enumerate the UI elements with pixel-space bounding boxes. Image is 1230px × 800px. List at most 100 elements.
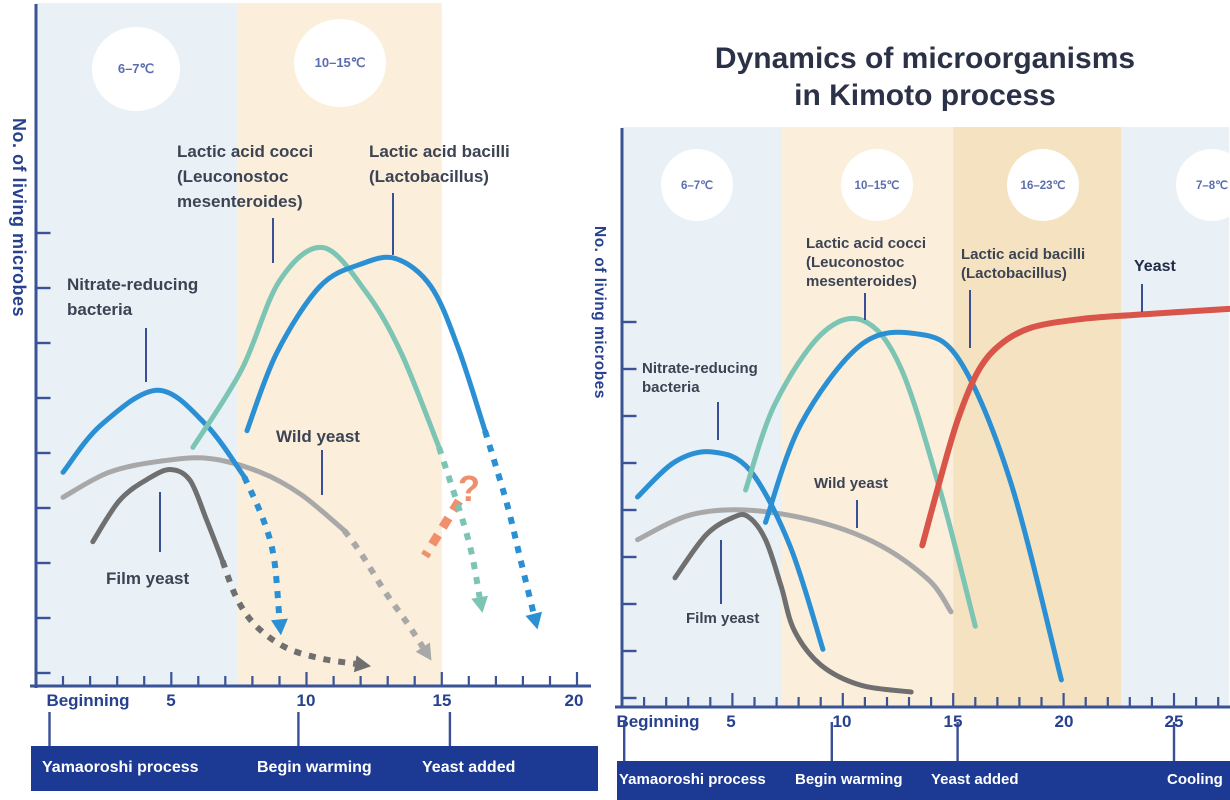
right-y-axis-label: No. of living microbes [591, 226, 608, 399]
arrowhead-nitrate-reducing-bacteria [271, 618, 288, 636]
x-tick-20-left: 20 [564, 691, 584, 710]
curve-dashed-lactic-acid-bacilli-lactobacillus [482, 429, 537, 615]
label-line: Lactic acid cocci [806, 235, 927, 252]
label-connector [969, 290, 971, 348]
temp-label-10-15-right: 10–15℃ [854, 180, 900, 192]
label-line: (Lactobacillus) [961, 265, 1067, 282]
uncertainty-dashes [421, 498, 463, 559]
temp-label-7-8-right: 7–8℃ [1195, 180, 1229, 192]
label-connector [272, 218, 274, 263]
timeline-connectors [48, 712, 1176, 761]
arrowhead-film-yeast [353, 655, 371, 673]
label-wild-yeast-right: Wild yeast [814, 475, 889, 492]
question-mark-annotation: ? [458, 468, 480, 509]
label-line: (Leuconostoc [806, 254, 905, 271]
label-nitrate-left: Nitrate-reducing bacteria [67, 272, 198, 322]
label-connector [864, 293, 866, 320]
label-connector [145, 328, 147, 382]
label-line: Nitrate-reducing [642, 360, 758, 377]
temp-label-6-7-left: 6–7℃ [117, 61, 155, 76]
x-tick-10-right: 10 [832, 712, 852, 731]
x-tick-5-left: 5 [166, 691, 176, 710]
temp-circle [294, 19, 386, 107]
process-timeline-bar-right: Yamaoroshi process Begin warming Yeast a… [617, 761, 1230, 800]
curve-wild-yeast [635, 507, 954, 615]
temp-circle [92, 27, 180, 111]
label-line: bacteria [642, 379, 700, 396]
series-curves [60, 244, 1230, 695]
curve-dashed-wild-yeast [341, 528, 426, 649]
curve-lactic-acid-bacilli-lactobacillus [244, 254, 488, 434]
x-tick-beginning-left: Beginning [46, 691, 130, 710]
label-line: (Lactobacillus) [369, 167, 489, 186]
zone-6-7 [36, 3, 238, 686]
temp-label-10-15-left: 10–15℃ [314, 55, 366, 70]
temperature-zones [36, 3, 1230, 707]
temp-circle [841, 149, 913, 221]
label-line: Lactic acid bacilli [369, 142, 510, 161]
left-y-axis-label: No. of living microbes [9, 118, 29, 318]
curve-dashed-nitrate-reducing-bacteria [241, 475, 283, 620]
curve-film-yeast [672, 512, 914, 695]
curve-nitrate-reducing-bacteria [635, 449, 826, 652]
label-line: Lactic acid bacilli [961, 246, 1086, 263]
label-yeast-right: Yeast [1134, 258, 1176, 275]
timeline-yamaoroshi-left: Yamaoroshi process [42, 759, 199, 776]
curve-dashed-film-yeast [219, 560, 356, 667]
axis-ticks [37, 231, 1220, 706]
curve-film-yeast [90, 467, 226, 564]
arrowhead-lactic-acid-bacilli-lactobacillus [525, 611, 542, 630]
label-film-yeast-right: Film yeast [686, 610, 760, 627]
timeline-begin-warming-right: Begin warming [795, 771, 903, 788]
timeline-yeast-added-left: Yeast added [422, 759, 516, 776]
label-cocci-left: Lactic acid cocci (Leuconostoc mesentero… [177, 139, 313, 214]
label-line: Nitrate-reducing [67, 275, 199, 294]
arrowhead-lactic-acid-cocci-leuconostoc-mesenteroides [471, 595, 488, 613]
label-film-yeast-left: Film yeast [106, 569, 190, 588]
temp-circle [661, 149, 733, 221]
process-timeline-bar-left: Yamaoroshi process Begin warming Yeast a… [31, 746, 598, 791]
zone-7-8 [1121, 127, 1230, 707]
label-line: Lactic acid cocci [177, 142, 314, 161]
label-connector [1141, 284, 1143, 312]
label-line: mesenteroides) [177, 192, 303, 211]
figure-title-line1: Dynamics of microorganisms [714, 42, 1136, 75]
label-connector [717, 402, 719, 440]
zone-6-7 [622, 127, 783, 707]
curve-lactic-acid-bacilli-lactobacillus [763, 329, 1064, 683]
label-connector [392, 193, 394, 255]
zone-16-23 [953, 127, 1121, 707]
temp-label-16-23-right: 16–23℃ [1020, 180, 1066, 192]
temp-label-6-7-right: 6–7℃ [680, 180, 714, 192]
label-line: (Leuconostoc [177, 167, 289, 186]
x-tick-15-right: 15 [943, 712, 963, 731]
timeline-begin-warming-left: Begin warming [257, 759, 372, 776]
axes [30, 4, 1230, 709]
label-connector [321, 450, 323, 495]
x-tick-beginning-right: Beginning [616, 712, 700, 731]
zone-10-15 [237, 3, 442, 686]
x-tick-15-left: 15 [432, 691, 452, 710]
x-tick-10-left: 10 [296, 691, 316, 710]
label-connector [159, 492, 161, 552]
figure-title-line2: in Kimoto process [794, 79, 1056, 112]
curve-lactic-acid-cocci-leuconostoc-mesenteroides [743, 315, 978, 629]
curve-nitrate-reducing-bacteria [60, 387, 247, 480]
x-tick-25-right: 25 [1164, 712, 1184, 731]
label-bacilli-left: Lactic acid bacilli (Lactobacillus) [369, 139, 510, 189]
label-connector [856, 500, 858, 528]
timeline-cooling-right: Cooling [1167, 771, 1223, 788]
curve-lactic-acid-cocci-leuconostoc-mesenteroides [190, 244, 442, 450]
x-tick-20-right: 20 [1054, 712, 1074, 731]
timeline-yamaoroshi-right: Yamaoroshi process [619, 771, 766, 788]
curve-wild-yeast [60, 455, 347, 534]
temp-circle [1007, 149, 1079, 221]
label-cocci-right: Lactic acid cocci (Leuconostoc mesentero… [806, 234, 926, 291]
figure-title: Dynamics of microorganisms in Kimoto pro… [620, 40, 1230, 114]
x-tick-5-right: 5 [726, 712, 736, 731]
label-bacilli-right: Lactic acid bacilli (Lactobacillus) [961, 245, 1085, 283]
label-line: mesenteroides) [806, 273, 917, 290]
curve-yeast [919, 305, 1230, 549]
